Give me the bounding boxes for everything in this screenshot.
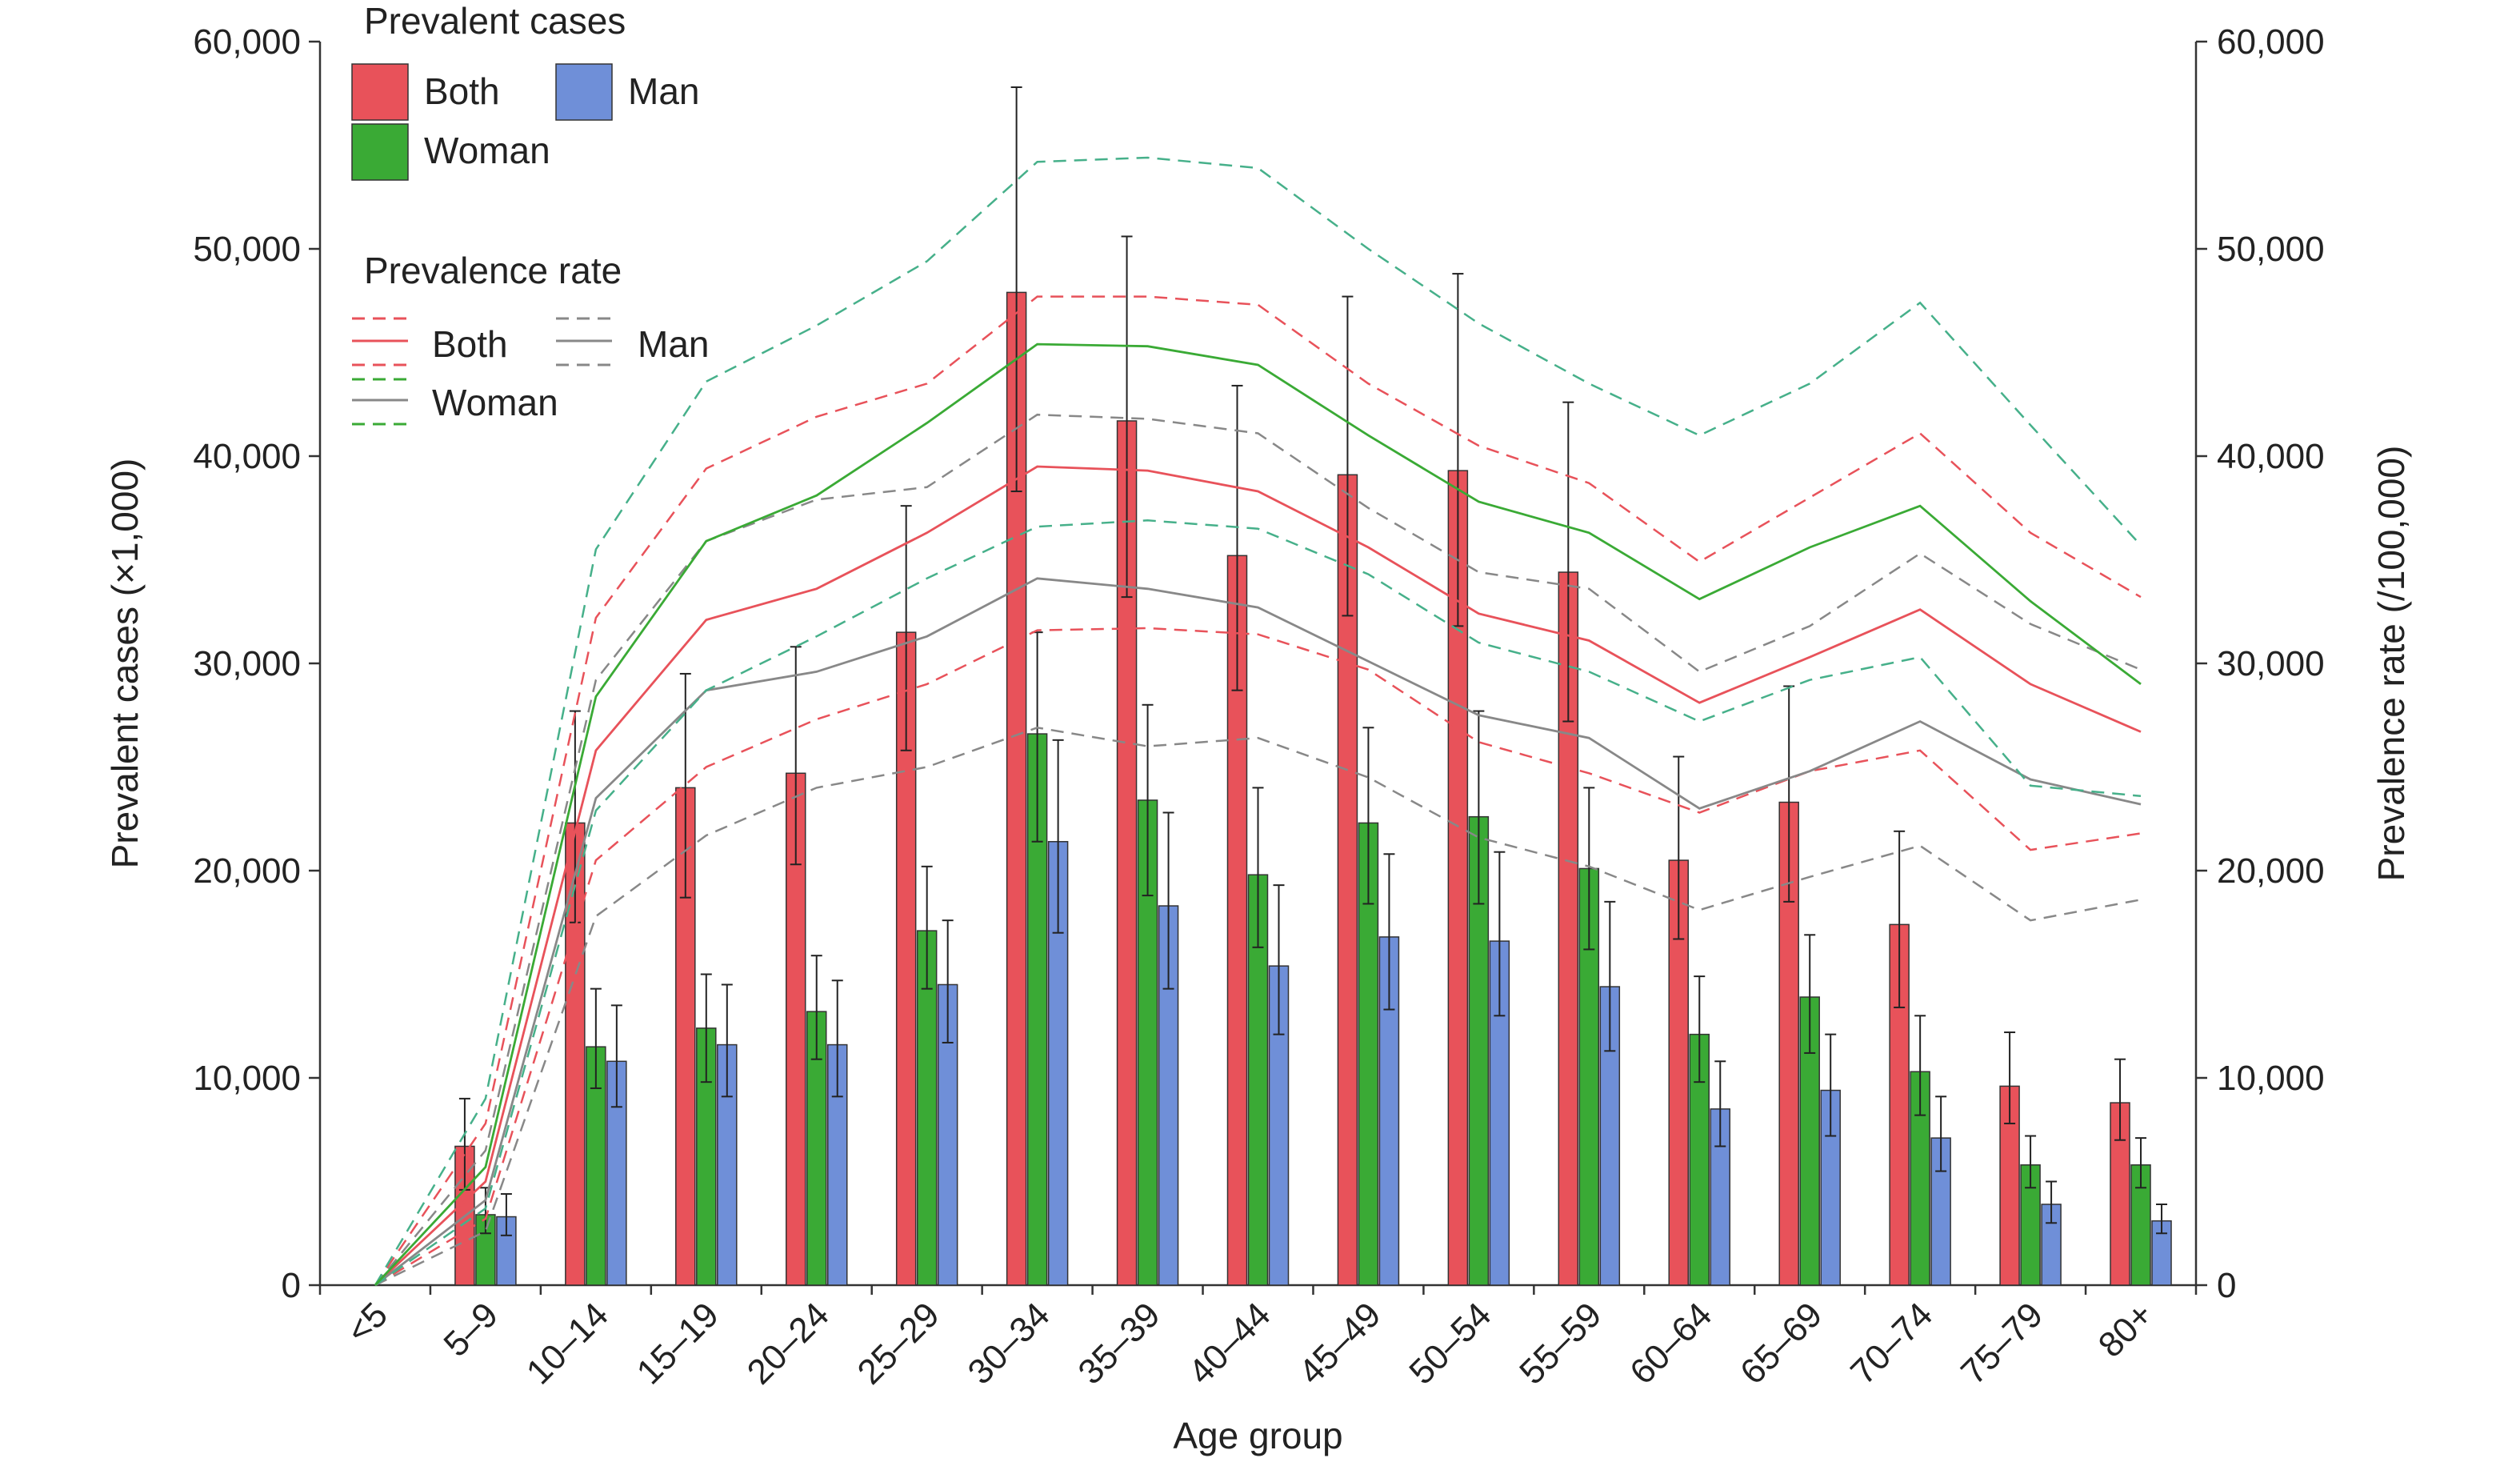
y2-tick-label: 0	[2217, 1266, 2236, 1305]
legend-label-man: Man	[628, 70, 699, 112]
rate-upper-line-both	[374, 295, 2142, 1286]
x-tick-label: 50–54	[1402, 1295, 1498, 1392]
legend-rate-both-key	[352, 317, 408, 366]
rate-upper-line-man	[374, 413, 2142, 1286]
chart-legend: Prevalent cases Both Man Woman Prevalenc…	[351, 0, 709, 426]
y-axis-title: Prevalent cases (×1,000)	[104, 459, 146, 869]
x-tick-label: 15–19	[630, 1295, 726, 1392]
x-tick-label: 45–49	[1291, 1295, 1388, 1392]
x-tick-label: 20–24	[740, 1295, 837, 1392]
legend-cases-title: Prevalent cases	[364, 0, 626, 42]
x-tick-label: 75–79	[1954, 1295, 2050, 1392]
x-tick-label: 25–29	[850, 1295, 947, 1392]
legend-rate-man-key	[556, 317, 612, 366]
rate-line-woman	[374, 342, 2142, 1286]
bar-series-group	[454, 86, 2172, 1286]
y-tick-label: 10,000	[193, 1059, 301, 1098]
legend-swatch-man	[555, 63, 613, 121]
legend-label-woman: Woman	[424, 130, 550, 171]
rate-lower-line-man	[374, 727, 2142, 1287]
bar-man	[606, 1060, 627, 1286]
x-tick-label: 40–44	[1181, 1295, 1278, 1392]
y2-tick-label: 10,000	[2217, 1059, 2325, 1098]
y2-tick-label: 20,000	[2217, 851, 2325, 891]
x-tick-label: 80+	[2091, 1295, 2161, 1364]
y2-tick-label: 50,000	[2217, 230, 2325, 269]
y-tick-label: 60,000	[193, 22, 301, 62]
y-tick-label: 30,000	[193, 644, 301, 683]
rate-series-group	[374, 156, 2142, 1287]
y2-tick-label: 60,000	[2217, 22, 2325, 62]
legend-rate-title: Prevalence rate	[364, 250, 622, 291]
y2-axis-title: Prevalence rate (/100,000)	[2370, 446, 2412, 882]
legend-rate-label-woman: Woman	[432, 382, 558, 423]
y-tick-label: 20,000	[193, 851, 301, 891]
bar-woman	[1578, 867, 1600, 1286]
legend-rate-label-man: Man	[638, 323, 709, 365]
y2-tick-label: 30,000	[2217, 644, 2325, 683]
y-tick-label: 40,000	[193, 437, 301, 476]
x-tick-label: 65–69	[1733, 1295, 1830, 1392]
legend-rate-label-both: Both	[432, 323, 508, 365]
legend-label-both: Both	[424, 70, 500, 112]
y-tick-label: 50,000	[193, 230, 301, 269]
x-tick-label: <5	[339, 1295, 395, 1351]
x-tick-label: 10–14	[519, 1295, 616, 1392]
x-tick-label: 5–9	[436, 1295, 506, 1364]
x-tick-label: 60–64	[1622, 1295, 1719, 1392]
rate-line-man	[374, 577, 2142, 1287]
legend-swatch-both	[351, 63, 409, 121]
x-tick-label: 70–74	[1843, 1295, 1940, 1392]
rate-lower-line-both	[374, 627, 2142, 1287]
legend-swatch-woman	[351, 123, 409, 181]
bar-both	[2110, 1102, 2130, 1286]
y-tick-label: 0	[282, 1266, 301, 1305]
rate-lower-line-woman	[374, 519, 2142, 1287]
x-tick-label: 55–59	[1512, 1295, 1609, 1392]
x-axis-title: Age group	[1173, 1415, 1342, 1456]
x-tick-label: 30–34	[961, 1295, 1058, 1392]
x-tick-label: 35–39	[1070, 1295, 1167, 1392]
y2-tick-label: 40,000	[2217, 437, 2325, 476]
rate-line-both	[374, 465, 2142, 1287]
legend-rate-woman-key	[352, 378, 408, 426]
